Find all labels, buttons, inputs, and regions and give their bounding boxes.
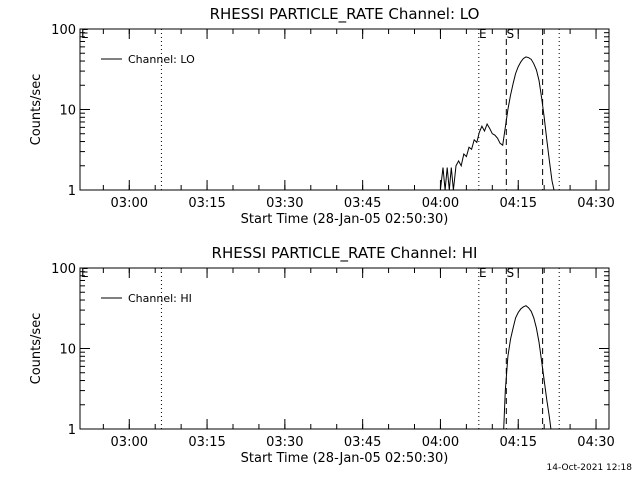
x-tick-label: 03:15	[188, 196, 225, 211]
y-tick-label: 10	[59, 104, 76, 119]
x-tick-label: 03:30	[266, 196, 303, 211]
x-tick-label: 03:00	[111, 435, 148, 450]
y-tick-label: 10	[59, 343, 76, 358]
legend-label: Channel: LO	[128, 53, 195, 66]
y-tick-label: 1	[68, 184, 76, 199]
series-line	[439, 56, 555, 191]
y-axis-label: Counts/sec	[29, 74, 44, 146]
y-tick-label: 100	[51, 23, 76, 38]
x-tick-label: 03:00	[111, 196, 148, 211]
legend-label: Channel: HI	[128, 292, 192, 305]
x-tick-label: 03:30	[266, 435, 303, 450]
x-tick-label: 03:45	[344, 435, 381, 450]
event-marker-label: S	[506, 266, 514, 280]
series-line	[503, 305, 552, 430]
chart-title: RHESSI PARTICLE_RATE Channel: HI	[212, 244, 478, 263]
y-tick-label: 100	[51, 262, 76, 277]
event-marker-label: E	[479, 27, 487, 41]
edge-marker-label: E	[81, 266, 89, 280]
x-tick-label: 04:30	[577, 196, 614, 211]
x-tick-label: 03:15	[188, 435, 225, 450]
y-tick-label: 1	[68, 423, 76, 438]
event-marker-label: S	[506, 27, 514, 41]
x-tick-label: 04:00	[422, 196, 459, 211]
y-axis-label: Counts/sec	[29, 313, 44, 385]
x-tick-label: 03:45	[344, 196, 381, 211]
chart-title: RHESSI PARTICLE_RATE Channel: LO	[210, 5, 480, 24]
x-tick-label: 04:00	[422, 435, 459, 450]
x-axis-label: Start Time (28-Jan-05 02:50:30)	[241, 451, 449, 466]
x-tick-label: 04:15	[500, 435, 537, 450]
event-marker-label: E	[479, 266, 487, 280]
x-tick-label: 04:15	[500, 196, 537, 211]
x-axis-label: Start Time (28-Jan-05 02:50:30)	[241, 212, 449, 227]
timestamp: 14-Oct-2021 12:18	[546, 463, 632, 473]
edge-marker-label: E	[81, 27, 89, 41]
x-tick-label: 04:30	[577, 435, 614, 450]
